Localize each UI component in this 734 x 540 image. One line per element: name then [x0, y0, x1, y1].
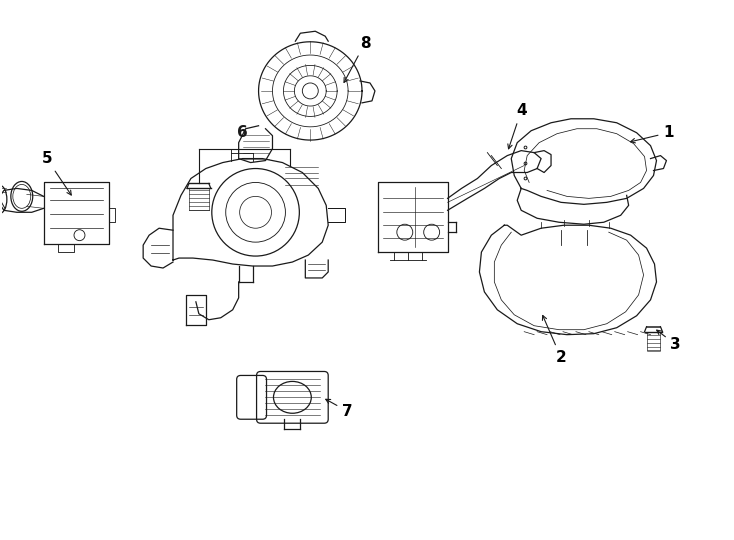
Text: 6: 6: [237, 125, 248, 140]
Text: 4: 4: [508, 103, 526, 149]
Text: 7: 7: [326, 399, 353, 418]
Text: 5: 5: [41, 151, 71, 195]
Text: 1: 1: [631, 125, 674, 143]
Text: 2: 2: [542, 315, 567, 365]
Text: 3: 3: [657, 330, 681, 352]
Text: 8: 8: [344, 36, 371, 83]
